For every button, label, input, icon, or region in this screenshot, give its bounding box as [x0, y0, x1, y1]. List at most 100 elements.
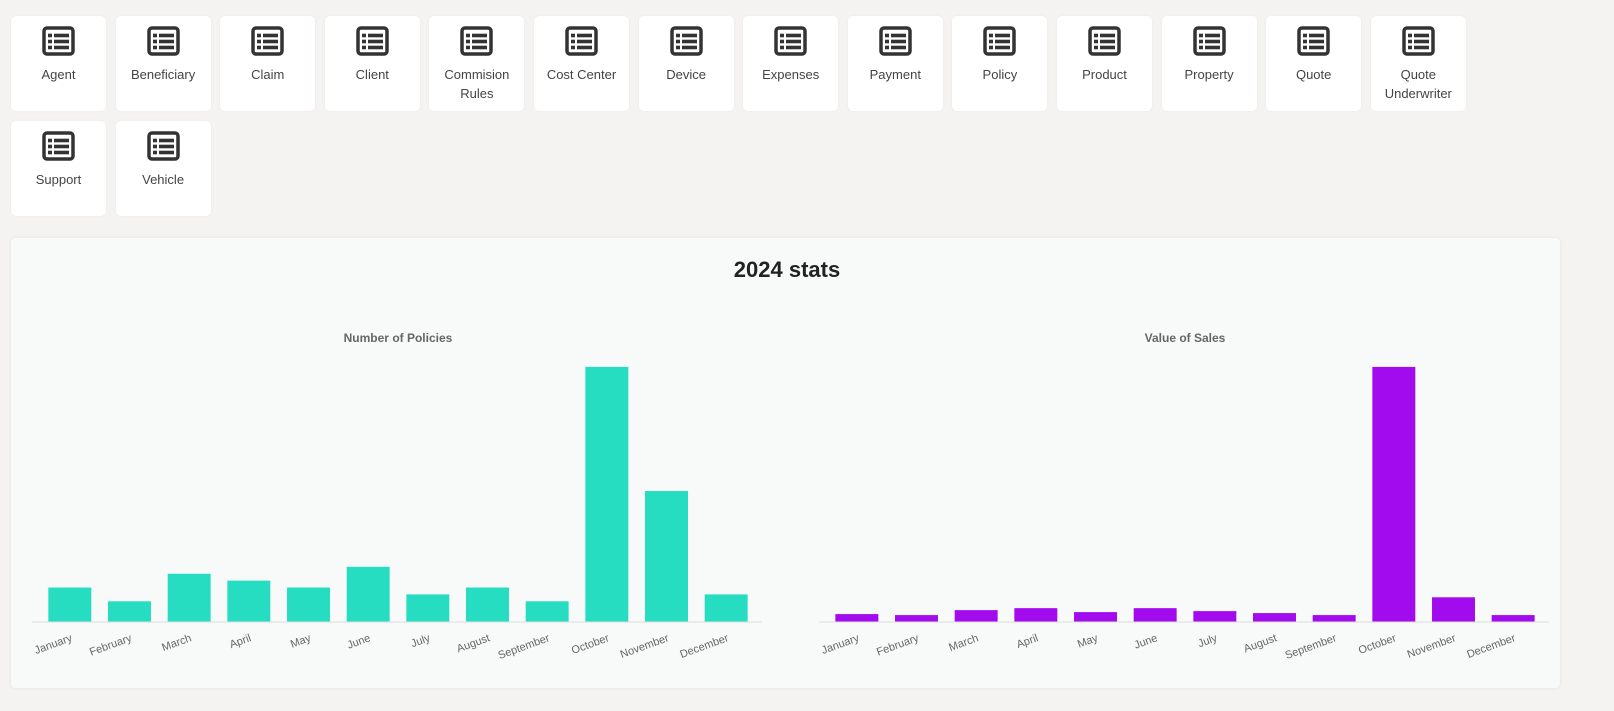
table-icon [356, 26, 389, 56]
bar [1432, 597, 1475, 622]
bar [645, 491, 688, 622]
entity-tile[interactable]: Payment [847, 16, 943, 111]
icon-row [577, 33, 592, 38]
bar [585, 366, 629, 622]
icon-frame [983, 26, 1017, 56]
entity-tile[interactable]: Expenses [743, 16, 839, 111]
icon-row [577, 45, 592, 50]
bar [287, 587, 330, 622]
entity-tile[interactable]: Cost Center [534, 16, 629, 111]
icon-row [1303, 45, 1308, 50]
icon-row [675, 45, 680, 50]
icon-row [48, 144, 52, 149]
icon-frame [1192, 26, 1226, 56]
bar [895, 615, 938, 622]
icon-row [884, 45, 889, 50]
icon-frame [460, 26, 494, 56]
icon-row [1407, 33, 1412, 38]
icon-frame [1088, 26, 1121, 56]
icon-row [1407, 39, 1412, 44]
icon-row [1303, 39, 1308, 44]
bar [108, 601, 151, 622]
icon-row [995, 33, 1011, 38]
entity-tile[interactable]: Commision Rules [429, 16, 525, 111]
entity-tile[interactable]: Policy [952, 16, 1048, 111]
icon-row [1100, 39, 1115, 44]
icon-row [466, 45, 471, 50]
x-tick-label: April [1015, 632, 1040, 651]
icon-row [681, 33, 697, 38]
entity-tile[interactable]: Support [11, 121, 106, 216]
icon-row [152, 138, 157, 143]
x-tick-label: June [1133, 632, 1160, 651]
x-tick-label: January [820, 632, 861, 657]
x-tick-label: May [1076, 632, 1100, 651]
bar [1014, 608, 1058, 622]
table-icon [42, 26, 75, 56]
entity-tile[interactable]: Beneficiary [115, 16, 211, 111]
icon-row [152, 144, 157, 149]
icon-row [995, 45, 1011, 50]
entity-tile[interactable]: Device [638, 16, 734, 111]
icon-row [890, 33, 906, 38]
entity-tile[interactable]: Vehicle [115, 121, 211, 216]
entity-tile[interactable]: Property [1161, 16, 1257, 111]
icon-row [1413, 39, 1429, 44]
icon-row [466, 33, 471, 38]
entity-tile[interactable]: Quote Underwriter [1370, 16, 1466, 111]
bar [525, 601, 569, 622]
bar [346, 566, 390, 622]
icon-row [367, 33, 383, 38]
entity-tile[interactable]: Client [324, 16, 420, 111]
icon-row [158, 39, 174, 44]
x-tick-label: October [570, 632, 611, 657]
table-icon [669, 26, 703, 56]
bar [1133, 608, 1177, 622]
icon-row [989, 45, 994, 50]
entity-tile[interactable]: Claim [220, 16, 316, 111]
icon-row [472, 45, 488, 50]
icon-row [54, 150, 69, 155]
tile-label: Beneficiary [130, 67, 196, 82]
icon-row [890, 39, 906, 44]
x-tick-label: March [160, 632, 193, 654]
icon-row [1198, 33, 1203, 38]
icon-row [786, 33, 802, 38]
tile-label: Quote [1295, 67, 1332, 82]
table-icon [251, 26, 284, 56]
x-tick-label: June [346, 632, 373, 651]
icon-row [577, 39, 592, 44]
icon-row [675, 33, 680, 38]
icon-row [257, 33, 262, 38]
icon-row [361, 45, 366, 50]
table-icon [460, 26, 494, 56]
icon-row [884, 33, 889, 38]
icon-row [472, 33, 488, 38]
chart-title: Value of Sales [1145, 331, 1226, 345]
icon-frame [669, 26, 703, 56]
icon-row [989, 39, 994, 44]
icon-row [54, 144, 69, 149]
entity-tile[interactable]: Agent [11, 16, 106, 111]
icon-frame [879, 26, 912, 56]
x-tick-label: February [875, 632, 921, 659]
table-icon [774, 26, 807, 56]
icon-row [48, 33, 52, 38]
icon-row [1100, 45, 1115, 50]
bar [1491, 615, 1535, 622]
icon-row [466, 39, 471, 44]
x-tick-label: January [33, 632, 74, 657]
entity-tile[interactable]: Product [1057, 16, 1152, 111]
icon-row [1198, 45, 1203, 50]
table-icon [565, 26, 598, 56]
icon-row [1094, 33, 1098, 38]
icon-row [152, 45, 157, 50]
icon-row [158, 33, 174, 38]
entity-tile[interactable]: Quote [1266, 16, 1362, 111]
icon-row [263, 33, 279, 38]
bar [954, 610, 998, 622]
x-tick-label: September [1284, 632, 1339, 662]
icon-row [152, 33, 157, 38]
icon-row [472, 39, 488, 44]
tile-label: Quote Underwriter [1384, 67, 1452, 101]
